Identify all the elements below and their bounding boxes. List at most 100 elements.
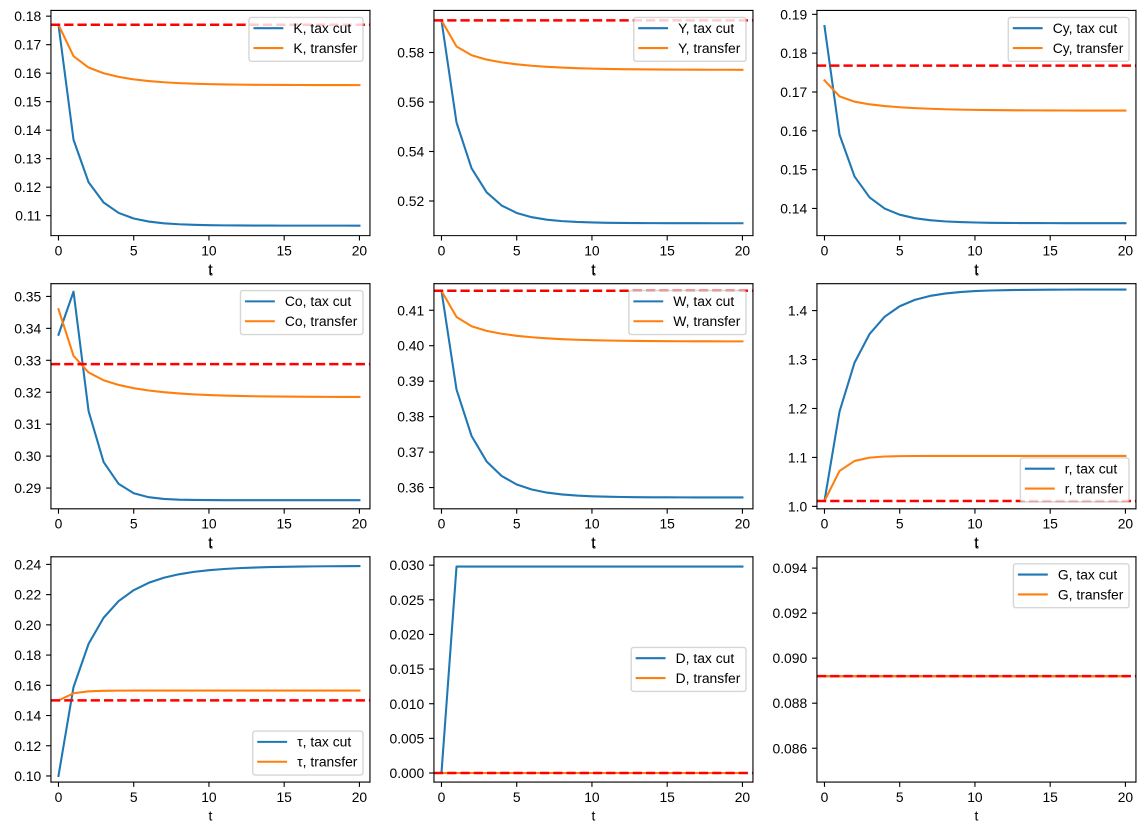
svg-text:1.4: 1.4 (788, 303, 808, 319)
svg-text:Y, transfer: Y, transfer (678, 40, 741, 56)
svg-text:15: 15 (1042, 242, 1058, 258)
svg-text:0.36: 0.36 (397, 480, 424, 496)
svg-text:15: 15 (1042, 516, 1058, 532)
svg-text:0.33: 0.33 (14, 352, 41, 368)
svg-text:5: 5 (130, 789, 138, 805)
svg-text:0.10: 0.10 (14, 768, 41, 784)
svg-text:0.000: 0.000 (389, 765, 424, 781)
svg-text:D, transfer: D, transfer (676, 670, 741, 686)
svg-text:0.32: 0.32 (14, 384, 41, 400)
svg-text:0.15: 0.15 (14, 94, 41, 110)
svg-text:10: 10 (967, 242, 983, 258)
svg-text:5: 5 (896, 789, 904, 805)
svg-text:0.40: 0.40 (397, 338, 424, 354)
svg-text:15: 15 (659, 516, 675, 532)
svg-text:0.010: 0.010 (389, 696, 424, 712)
svg-text:20: 20 (352, 242, 368, 258)
svg-text:0.24: 0.24 (14, 556, 41, 572)
svg-text:t: t (592, 807, 596, 823)
svg-text:0.30: 0.30 (14, 448, 41, 464)
svg-text:0.39: 0.39 (397, 373, 424, 389)
svg-text:0.16: 0.16 (780, 123, 807, 139)
svg-text:20: 20 (735, 789, 751, 805)
svg-text:0.29: 0.29 (14, 480, 41, 496)
svg-text:0.16: 0.16 (14, 677, 41, 693)
svg-text:0.086: 0.086 (772, 740, 807, 756)
svg-text:15: 15 (1042, 789, 1058, 805)
svg-text:0: 0 (821, 789, 829, 805)
svg-text:0: 0 (55, 789, 63, 805)
svg-text:W, tax cut: W, tax cut (673, 293, 734, 309)
svg-text:D, tax cut: D, tax cut (676, 650, 735, 666)
svg-text:0.15: 0.15 (780, 162, 807, 178)
svg-text:0: 0 (438, 789, 446, 805)
svg-text:15: 15 (659, 242, 675, 258)
svg-text:20: 20 (1118, 789, 1134, 805)
svg-text:0.17: 0.17 (14, 37, 41, 53)
svg-text:15: 15 (276, 789, 292, 805)
svg-text:10: 10 (201, 242, 217, 258)
svg-text:t: t (208, 534, 213, 553)
svg-text:0.020: 0.020 (389, 626, 424, 642)
svg-text:0.38: 0.38 (397, 409, 424, 425)
svg-text:0.030: 0.030 (389, 557, 424, 573)
svg-text:t: t (591, 260, 596, 279)
svg-text:0.092: 0.092 (772, 605, 807, 621)
svg-text:Cy, transfer: Cy, transfer (1053, 40, 1124, 56)
svg-text:10: 10 (967, 789, 983, 805)
svg-text:0.31: 0.31 (14, 416, 41, 432)
svg-text:1.0: 1.0 (788, 498, 808, 514)
svg-text:15: 15 (276, 242, 292, 258)
svg-text:10: 10 (967, 516, 983, 532)
svg-text:0.17: 0.17 (780, 84, 807, 100)
svg-text:0.16: 0.16 (14, 65, 41, 81)
svg-text:0: 0 (438, 516, 446, 532)
svg-text:5: 5 (130, 516, 138, 532)
svg-text:r, tax cut: r, tax cut (1065, 461, 1118, 477)
svg-text:W, transfer: W, transfer (673, 313, 740, 329)
svg-text:0.52: 0.52 (397, 193, 424, 209)
svg-text:1.2: 1.2 (788, 401, 808, 417)
svg-text:0.088: 0.088 (772, 695, 807, 711)
svg-text:t: t (208, 260, 213, 279)
svg-text:0.14: 0.14 (14, 122, 41, 138)
svg-text:5: 5 (896, 242, 904, 258)
svg-text:0.22: 0.22 (14, 587, 41, 603)
svg-text:0.58: 0.58 (397, 45, 424, 61)
svg-text:15: 15 (659, 789, 675, 805)
svg-text:20: 20 (1118, 516, 1134, 532)
svg-text:1.1: 1.1 (788, 449, 808, 465)
svg-text:0.13: 0.13 (14, 151, 41, 167)
svg-text:10: 10 (201, 516, 217, 532)
svg-text:0.14: 0.14 (780, 200, 807, 216)
svg-text:t: t (591, 534, 596, 553)
svg-text:0.18: 0.18 (14, 647, 41, 663)
svg-text:t: t (209, 807, 213, 823)
svg-text:5: 5 (896, 516, 904, 532)
svg-text:0.56: 0.56 (397, 94, 424, 110)
svg-text:0.015: 0.015 (389, 661, 424, 677)
svg-text:0.12: 0.12 (14, 738, 41, 754)
svg-text:r, transfer: r, transfer (1065, 480, 1124, 496)
svg-text:0.18: 0.18 (14, 8, 41, 24)
svg-text:5: 5 (513, 516, 521, 532)
svg-text:20: 20 (735, 516, 751, 532)
svg-text:0.41: 0.41 (397, 302, 424, 318)
svg-text:0.34: 0.34 (14, 320, 41, 336)
svg-text:10: 10 (584, 242, 600, 258)
svg-text:Cy, tax cut: Cy, tax cut (1053, 20, 1118, 36)
svg-text:Co, tax cut: Co, tax cut (285, 293, 351, 309)
svg-text:Co, transfer: Co, transfer (285, 313, 358, 329)
svg-text:0.20: 0.20 (14, 617, 41, 633)
svg-text:15: 15 (276, 516, 292, 532)
svg-text:G, transfer: G, transfer (1058, 586, 1124, 602)
svg-text:0.005: 0.005 (389, 730, 424, 746)
svg-text:t: t (974, 534, 979, 553)
svg-text:τ, tax cut: τ, tax cut (297, 734, 351, 750)
svg-text:G, tax cut: G, tax cut (1058, 566, 1118, 582)
svg-text:20: 20 (352, 516, 368, 532)
svg-text:t: t (975, 807, 979, 823)
svg-text:20: 20 (1118, 242, 1134, 258)
svg-text:0: 0 (821, 516, 829, 532)
svg-text:0.54: 0.54 (397, 144, 424, 160)
